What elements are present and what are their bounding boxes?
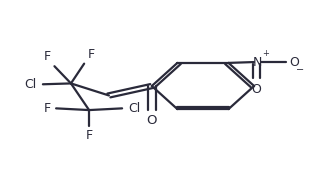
Text: F: F	[85, 129, 93, 142]
Text: −: −	[296, 65, 304, 75]
Text: O: O	[290, 56, 299, 69]
Text: +: +	[263, 49, 269, 58]
Text: Cl: Cl	[128, 102, 140, 115]
Text: F: F	[44, 50, 51, 63]
Text: F: F	[87, 47, 95, 61]
Text: O: O	[147, 114, 157, 127]
Text: N: N	[252, 56, 262, 69]
Text: F: F	[44, 102, 51, 115]
Text: Cl: Cl	[25, 78, 37, 91]
Text: O: O	[252, 83, 261, 96]
